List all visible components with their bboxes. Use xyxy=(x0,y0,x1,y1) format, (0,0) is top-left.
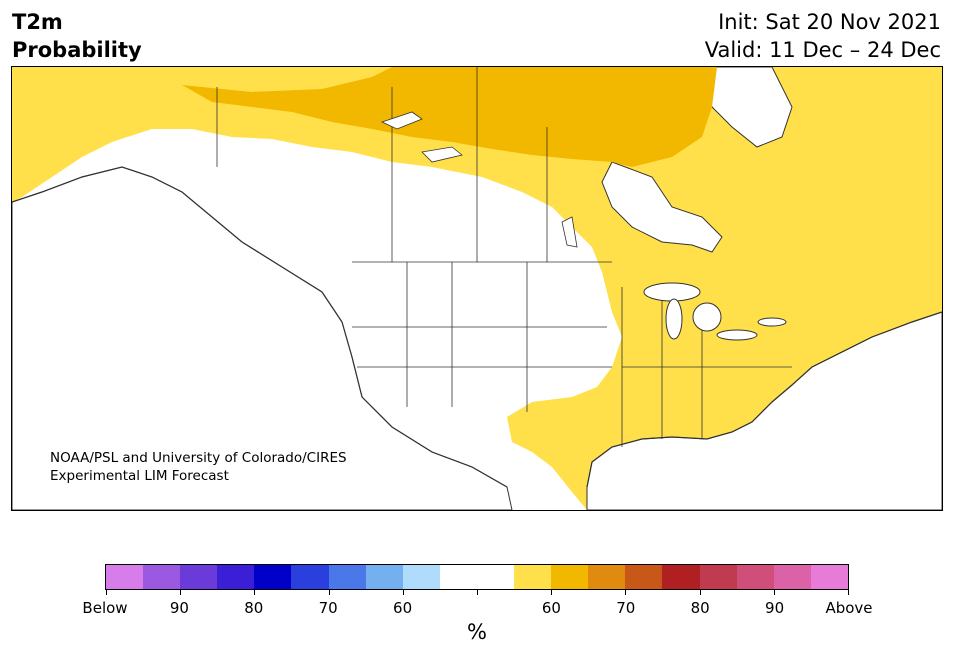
political-borders xyxy=(216,67,792,447)
color-bar-segment xyxy=(439,565,477,589)
color-bar-tick-label: 80 xyxy=(690,599,710,617)
color-bar-segment xyxy=(699,565,737,589)
color-bar-tick-label: 70 xyxy=(616,599,636,617)
color-bar-tick-label: 70 xyxy=(318,599,338,617)
color-bar-tick xyxy=(551,590,553,595)
color-bar-tick xyxy=(328,590,330,595)
color-bar-segment xyxy=(291,565,329,589)
color-bar-segment xyxy=(551,565,589,589)
credit-line-2: Experimental LIM Forecast xyxy=(50,468,229,484)
color-bar-tick xyxy=(402,590,404,595)
color-bar-tick-label: Below xyxy=(82,599,128,617)
color-bar xyxy=(105,564,849,595)
color-bar-segment xyxy=(736,565,774,589)
color-bar-segment xyxy=(365,565,403,589)
color-bar-tick xyxy=(180,590,182,595)
color-bar-segment xyxy=(773,565,811,589)
color-bar-segment xyxy=(217,565,255,589)
color-bar-tick-label: 90 xyxy=(169,599,189,617)
color-bar-segment xyxy=(143,565,181,589)
color-bar-segment xyxy=(476,565,515,589)
color-bar-segment xyxy=(588,565,626,589)
chart-title: T2m Probability xyxy=(12,8,142,64)
color-bar-tick xyxy=(848,590,849,595)
color-bar-segment xyxy=(514,565,552,589)
great-lakes xyxy=(643,282,787,341)
color-bar-segment xyxy=(180,565,218,589)
medium-probability-region xyxy=(182,67,717,167)
color-bar-segment xyxy=(402,565,440,589)
units-label: % xyxy=(467,620,487,644)
color-bar-tick xyxy=(106,590,107,595)
coastlines xyxy=(12,166,942,488)
title-line-1: T2m xyxy=(12,10,63,34)
color-bar-segment xyxy=(328,565,366,589)
color-bar-tick xyxy=(699,590,701,595)
neutral-region xyxy=(212,139,617,457)
canadian-lakes xyxy=(380,111,578,248)
color-bar-tick-label: Above xyxy=(825,599,873,617)
title-line-2: Probability xyxy=(12,38,142,62)
color-bar-tick-label: 60 xyxy=(393,599,413,617)
color-bar-tick xyxy=(773,590,775,595)
color-bar-segment xyxy=(254,565,292,589)
hudson-bay xyxy=(601,161,723,253)
color-bar-tick xyxy=(625,590,627,595)
color-bar-segment xyxy=(106,565,144,589)
valid-range: Valid: 11 Dec – 24 Dec xyxy=(704,38,941,62)
init-date: Init: Sat 20 Nov 2021 xyxy=(718,10,941,34)
map-panel: NOAA/PSL and University of Colorado/CIRE… xyxy=(11,66,943,511)
color-bar-segment xyxy=(810,565,848,589)
credit-line-1: NOAA/PSL and University of Colorado/CIRE… xyxy=(50,450,347,466)
color-bar-tick-label: 80 xyxy=(244,599,264,617)
color-bar-tick xyxy=(477,590,478,595)
color-bar-segment xyxy=(662,565,700,589)
light-probability-region xyxy=(12,67,942,510)
color-bar-segment xyxy=(625,565,663,589)
forecast-dates: Init: Sat 20 Nov 2021 Valid: 11 Dec – 24… xyxy=(705,8,941,64)
color-bar-tick xyxy=(254,590,256,595)
color-bar-tick-label: 90 xyxy=(765,599,785,617)
credit-text: NOAA/PSL and University of Colorado/CIRE… xyxy=(50,449,347,485)
probability-map: NOAA/PSL and University of Colorado/CIRE… xyxy=(12,67,942,510)
color-bar-tick-label: 60 xyxy=(541,599,561,617)
